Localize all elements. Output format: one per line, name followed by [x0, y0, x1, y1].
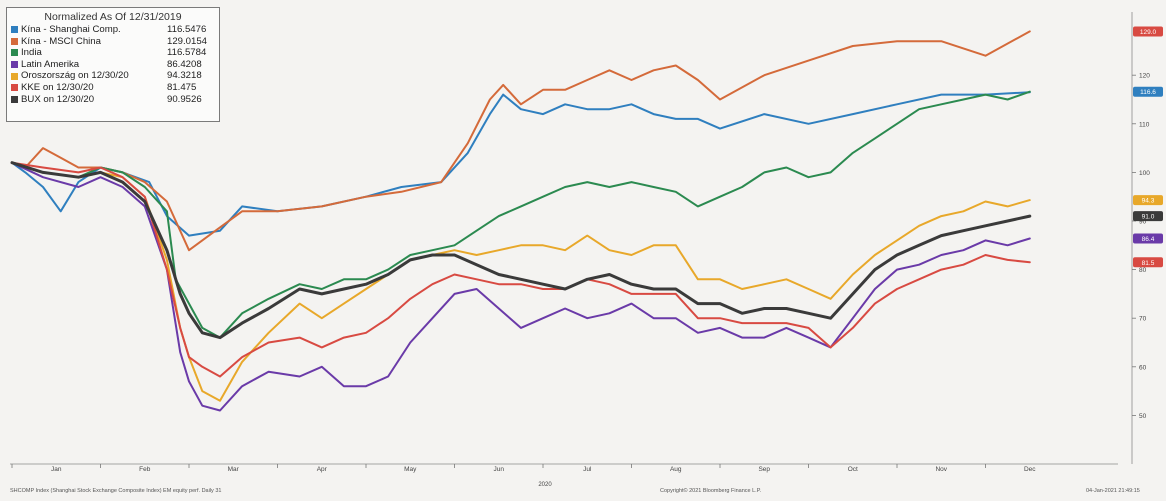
- legend-swatch: [11, 26, 18, 34]
- x-tick-label: Jun: [494, 466, 505, 473]
- y-tick-label: 90: [1139, 218, 1147, 225]
- legend-series-value: 129.0154: [167, 35, 208, 47]
- footer-timestamp: 04-Jan-2021 21:49:15: [1086, 488, 1140, 494]
- x-tick-label: Aug: [670, 466, 682, 473]
- x-tick-label: Oct: [848, 466, 858, 473]
- last-value-tag-bg: [1133, 195, 1163, 206]
- x-tick-label: Mar: [228, 466, 240, 473]
- legend-series-name: India: [21, 47, 42, 59]
- legend-row: Kína - MSCI China 129.0154: [11, 36, 215, 48]
- last-value-tag-bg: [1133, 211, 1163, 222]
- footer-copyright: Copyright© 2021 Bloomberg Finance L.P.: [660, 488, 762, 494]
- last-value-tag-label: 91.0: [1142, 214, 1155, 221]
- legend-series-value: 81.475: [167, 81, 197, 93]
- legend-swatch: [11, 37, 18, 45]
- x-tick-label: Sep: [758, 466, 770, 473]
- last-value-tag-bg: [1133, 257, 1163, 268]
- legend-row: Latin Amerika 86.4208: [11, 59, 215, 71]
- last-value-tag: 116.6: [1133, 86, 1163, 97]
- legend-rows: Kína - Shanghai Comp. 116.5476 Kína - MSCI…: [11, 24, 215, 105]
- legend-swatch: [11, 95, 18, 103]
- legend-series-name: Oroszország on 12/30/20: [21, 70, 129, 82]
- last-value-tag-label: 116.6: [1140, 89, 1156, 96]
- y-tick-label: 70: [1139, 316, 1147, 323]
- legend-swatch: [11, 84, 18, 92]
- y-tick-label: 110: [1139, 121, 1150, 128]
- x-tick-label: Jul: [583, 466, 592, 473]
- legend-series-name: Latin Amerika: [21, 58, 80, 70]
- y-tick-label: 100: [1139, 170, 1150, 177]
- series-line: [11, 90, 1031, 339]
- legend-series-value: 86.4208: [167, 58, 202, 70]
- series-line: [10, 161, 1032, 340]
- footer-source: SHCOMP Index (Shanghai Stock Exchange Co…: [10, 488, 222, 494]
- last-value-tag-label: 81.5: [1142, 260, 1155, 267]
- legend-row: Kína - Shanghai Comp. 116.5476: [11, 24, 215, 36]
- x-tick-label: Dec: [1024, 466, 1036, 473]
- last-value-tag-label: 94.3: [1142, 198, 1155, 205]
- legend-series-value: 94.3218: [167, 70, 202, 82]
- last-value-tag: 91.0: [1133, 211, 1163, 222]
- legend-title: Normalized As Of 12/31/2019: [44, 11, 182, 23]
- last-value-tag-bg: [1133, 233, 1163, 244]
- y-tick-label: 50: [1139, 413, 1147, 420]
- last-value-tag-bg: [1133, 26, 1163, 37]
- last-value-tag: 81.5: [1133, 257, 1163, 268]
- series-line: [11, 161, 1031, 412]
- y-tick-label: 80: [1139, 267, 1147, 274]
- legend-swatch: [11, 72, 18, 80]
- legend-series-name: BUX on 12/30/20: [21, 93, 95, 105]
- last-value-tag-label: 129.0: [1140, 29, 1157, 36]
- last-value-tag: 94.3: [1133, 195, 1163, 206]
- x-tick-label: Feb: [139, 466, 151, 473]
- series-line: [11, 161, 1031, 378]
- legend-swatch: [11, 61, 18, 69]
- legend-series-name: Kína - Shanghai Comp.: [21, 24, 121, 35]
- x-tick-label: May: [404, 466, 417, 473]
- legend-series-name: KKE on 12/30/20: [21, 81, 94, 93]
- x-tick-label: Jan: [51, 466, 62, 473]
- legend-row: Oroszország on 12/30/20 94.3218: [11, 70, 215, 82]
- x-tick-label: Apr: [317, 466, 328, 473]
- last-value-tag: 86.4: [1133, 233, 1163, 244]
- legend-series-name: Kína - MSCI China: [21, 35, 101, 47]
- legend-row: BUX on 12/30/20 90.9526: [11, 94, 215, 106]
- legend: Normalized As Of 12/31/2019 Kína - Shang…: [6, 7, 220, 122]
- last-value-tag-bg: [1133, 86, 1163, 97]
- legend-row: KKE on 12/30/20 81.475: [11, 82, 215, 94]
- y-tick-label: 120: [1139, 73, 1150, 80]
- legend-series-value: 116.5476: [167, 24, 207, 35]
- y-tick-label: 60: [1139, 364, 1147, 371]
- last-value-tag-label: 86.4: [1142, 236, 1155, 243]
- legend-row: India 116.5784: [11, 47, 215, 59]
- x-tick-label: Nov: [935, 466, 947, 473]
- year-label: 2020: [538, 482, 552, 488]
- legend-series-value: 116.5784: [167, 47, 207, 59]
- last-value-tag: 129.0: [1133, 26, 1163, 37]
- legend-series-value: 90.9526: [167, 93, 202, 105]
- legend-swatch: [11, 49, 18, 57]
